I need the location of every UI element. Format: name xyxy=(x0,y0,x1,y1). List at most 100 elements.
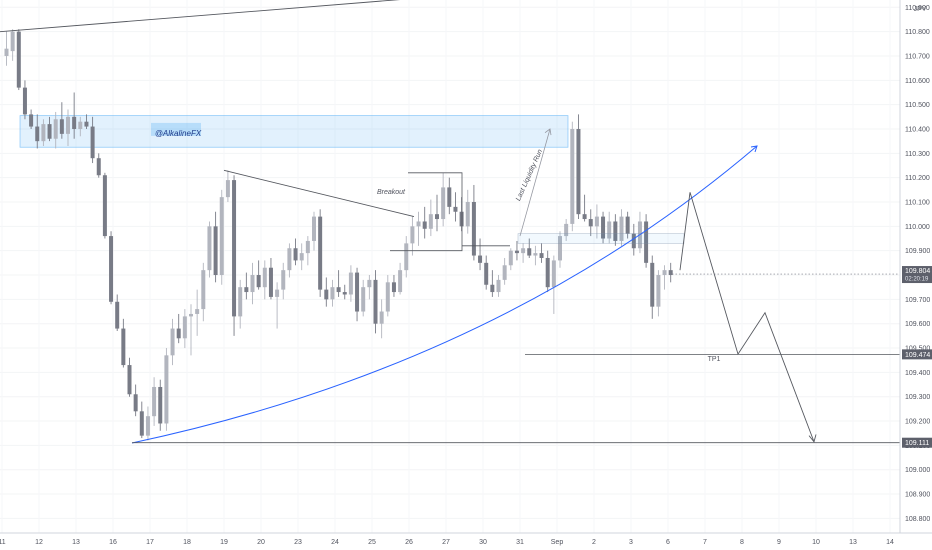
candle-body xyxy=(613,221,618,241)
candle xyxy=(109,231,114,305)
candle xyxy=(435,194,439,232)
candle xyxy=(644,214,649,268)
candle-body xyxy=(416,221,421,227)
candle-body xyxy=(90,126,95,159)
candle-body xyxy=(170,328,175,356)
x-tick-label: 14 xyxy=(886,539,894,546)
y-tick-label: 109.400 xyxy=(905,370,930,377)
candle xyxy=(84,114,89,129)
candle-body xyxy=(361,287,366,312)
candle xyxy=(299,243,304,271)
candle xyxy=(625,211,630,239)
target-price-value: 109.111 xyxy=(905,440,929,447)
candle xyxy=(453,192,458,222)
x-tick-label: 17 xyxy=(146,539,154,546)
y-tick-label: 110.900 xyxy=(905,5,930,12)
time-axis[interactable]: 111213161718192023242526273031Sep2367891… xyxy=(0,539,894,546)
candle-body xyxy=(521,248,526,254)
candle-body xyxy=(22,87,27,115)
candle-body xyxy=(453,206,458,212)
candle-body xyxy=(650,262,655,307)
candle-body xyxy=(121,328,126,366)
candle xyxy=(379,299,384,339)
target-price-tag xyxy=(902,437,932,448)
candle-body xyxy=(78,121,83,129)
x-tick-label: 19 xyxy=(220,539,228,546)
candle xyxy=(182,309,187,349)
candle xyxy=(281,262,286,300)
candle xyxy=(613,214,618,246)
candle xyxy=(607,211,612,244)
current-price-value: 109.804 xyxy=(905,268,930,275)
candle xyxy=(398,262,403,295)
candle-body xyxy=(299,253,304,261)
candle xyxy=(207,221,212,278)
candle xyxy=(527,238,532,258)
candle-body xyxy=(644,221,649,263)
candle xyxy=(47,116,52,142)
candle-body xyxy=(668,270,673,276)
liquidity-arrowhead xyxy=(544,128,552,136)
candle xyxy=(564,219,569,241)
candle xyxy=(115,294,120,331)
candle-body xyxy=(250,275,255,293)
candle xyxy=(189,304,193,356)
candle xyxy=(601,211,606,244)
candle-body xyxy=(232,180,237,317)
candle xyxy=(287,243,292,278)
candle-body xyxy=(527,248,532,256)
candle-body xyxy=(324,289,329,300)
x-tick-label: 13 xyxy=(72,539,80,546)
x-tick-label: 26 xyxy=(405,539,413,546)
candle-body xyxy=(435,214,439,220)
candle xyxy=(342,284,347,300)
candle xyxy=(631,223,636,256)
candle-body xyxy=(379,311,384,324)
y-tick-label: 110.000 xyxy=(905,224,930,231)
y-tick-label: 109.500 xyxy=(905,346,930,353)
y-tick-label: 109.900 xyxy=(905,248,930,255)
candle xyxy=(164,348,169,431)
current-price-tag xyxy=(902,266,932,284)
x-tick-label: 18 xyxy=(183,539,191,546)
candle xyxy=(521,243,526,263)
candle-body xyxy=(422,221,427,229)
candle xyxy=(195,289,200,336)
x-tick-label: 25 xyxy=(368,539,376,546)
candle-body xyxy=(625,216,630,234)
candle xyxy=(158,379,163,431)
candle xyxy=(391,275,396,297)
candle-body xyxy=(213,226,218,276)
candle-body xyxy=(109,236,114,302)
candle-body xyxy=(281,270,286,290)
candle-body xyxy=(195,309,200,314)
candle xyxy=(588,209,593,237)
candle xyxy=(496,275,501,297)
candle-body xyxy=(139,411,144,436)
candle-body xyxy=(293,248,298,261)
x-tick-label: 13 xyxy=(849,539,857,546)
y-tick-label: 110.800 xyxy=(905,29,930,36)
candle xyxy=(16,29,21,91)
price-tags: 109.804 02:20:19 109.474 109.111 xyxy=(902,266,932,448)
projection-path xyxy=(679,192,815,442)
candle-body xyxy=(496,279,501,293)
candle xyxy=(367,275,372,300)
candle-body xyxy=(490,284,495,293)
candle-body xyxy=(268,267,273,297)
range-box xyxy=(517,233,685,244)
candle-body xyxy=(588,219,593,227)
candle xyxy=(170,318,175,366)
candle-body xyxy=(545,257,550,288)
y-tick-label: 110.700 xyxy=(905,53,930,60)
x-tick-label: 24 xyxy=(331,539,339,546)
x-tick-label: 23 xyxy=(294,539,302,546)
candle xyxy=(373,270,378,334)
candle-body xyxy=(127,365,132,395)
y-tick-label: 108.800 xyxy=(905,516,930,523)
countdown-value: 02:20:19 xyxy=(905,277,929,283)
x-tick-label: 2 xyxy=(592,539,596,546)
candle-body xyxy=(441,187,446,220)
candle xyxy=(133,384,138,417)
x-tick-label: 20 xyxy=(257,539,265,546)
